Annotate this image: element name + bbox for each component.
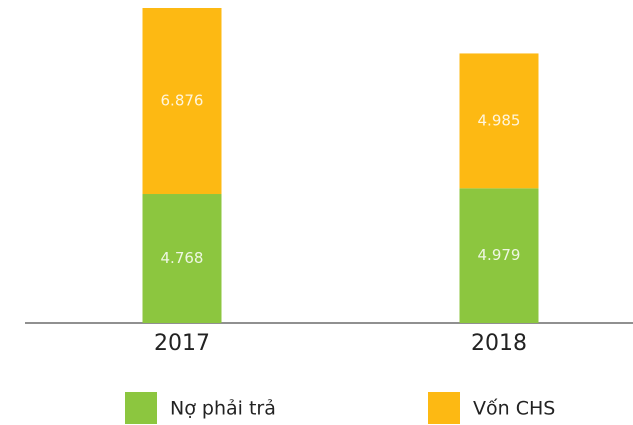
bar-segment <box>142 8 222 195</box>
legend-label: Nợ phải trả <box>170 398 276 420</box>
value-label: 4.768 <box>161 249 204 267</box>
value-label: 4.985 <box>478 111 521 129</box>
bar-segment <box>142 194 222 323</box>
x-tick-label: 2018 <box>471 331 527 356</box>
legend-swatch <box>125 392 157 424</box>
value-label: 4.979 <box>478 246 521 264</box>
bar-segment <box>459 53 539 189</box>
value-label: 6.876 <box>161 92 204 110</box>
x-tick-label: 2017 <box>154 331 210 356</box>
legend-swatch <box>428 392 460 424</box>
bar-segment <box>459 188 539 323</box>
legend-label: Vốn CHS <box>473 398 555 420</box>
